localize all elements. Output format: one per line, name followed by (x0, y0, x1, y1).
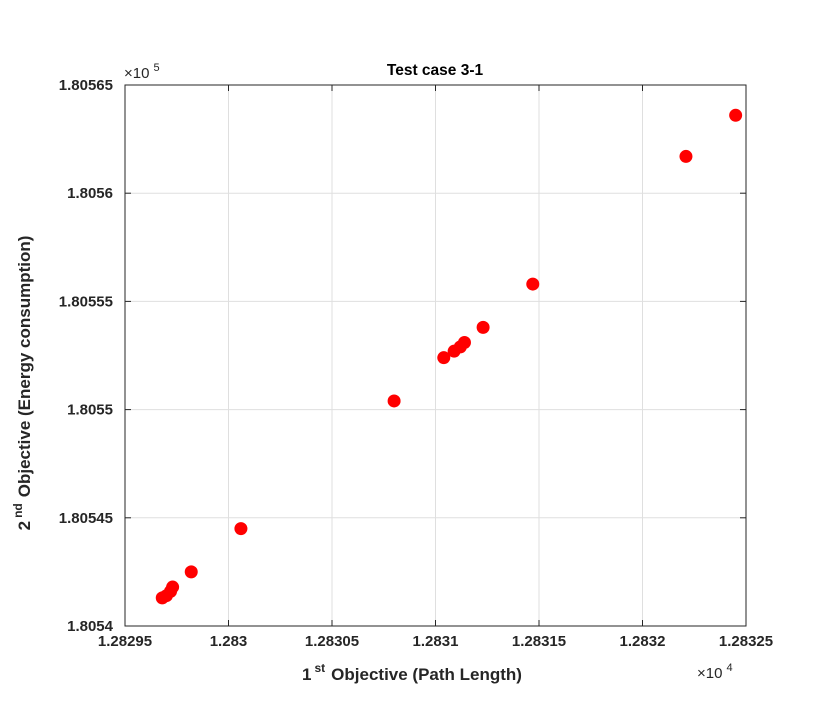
x-multiplier: ×10 4 (697, 662, 733, 682)
data-point (387, 394, 401, 408)
data-point (476, 320, 490, 334)
y-tick-label: 1.8054 (67, 618, 114, 635)
x-tick-label: 1.28305 (305, 633, 359, 650)
data-point (526, 277, 540, 291)
data-point (457, 336, 471, 350)
data-point (437, 351, 451, 365)
x-tick-label: 1.283 (210, 633, 248, 650)
data-point (679, 149, 693, 163)
data-point (166, 580, 180, 594)
y-tick-label: 1.80555 (59, 293, 113, 310)
x-tick-label: 1.28325 (719, 633, 773, 650)
y-tick-label: 1.80565 (59, 77, 113, 94)
y-tick-label: 1.8056 (67, 185, 113, 202)
x-tick-label: 1.28315 (512, 633, 566, 650)
data-point (729, 108, 743, 122)
chart-title: Test case 3-1 (387, 62, 484, 79)
y-tick-label: 1.80545 (59, 510, 113, 527)
x-tick-label: 1.2832 (620, 633, 666, 650)
y-axis-ticks: 1.8054 1.80545 1.8055 1.80555 1.8056 1.80565 (59, 77, 746, 635)
data-point (184, 565, 198, 579)
data-point (234, 522, 248, 536)
y-tick-label: 1.8055 (67, 402, 113, 419)
x-tick-label: 1.2831 (413, 633, 459, 650)
x-axis-ticks: 1.28295 1.283 1.28305 1.2831 1.28315 1.2832 1.… (98, 85, 773, 650)
x-tick-label: 1.28295 (98, 633, 152, 650)
y-axis-label: 2ndObjective (Energy consumption) (11, 236, 34, 531)
data-points (155, 108, 743, 605)
y-multiplier: ×10 5 (124, 62, 160, 82)
